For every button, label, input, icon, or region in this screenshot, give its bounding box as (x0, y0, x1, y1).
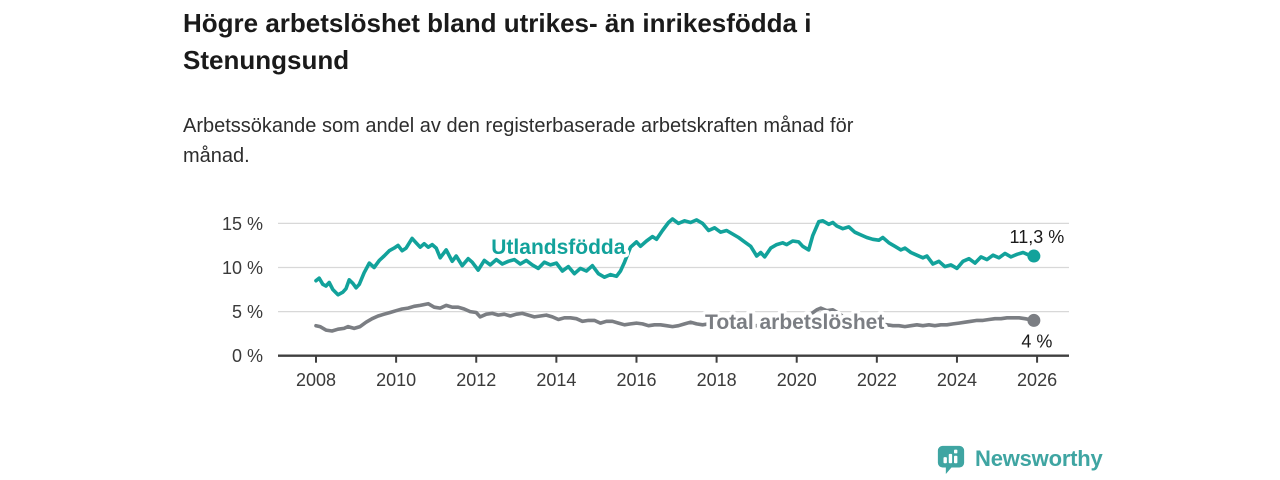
title-line-2: Stenungsund (183, 45, 350, 75)
subtitle-line-2: månad. (183, 145, 250, 167)
end-dot-utlandsfodda (1027, 249, 1041, 263)
x-tick-label-2022: 2022 (857, 370, 897, 390)
x-tick-label-2010: 2010 (376, 370, 416, 390)
x-tick-label-2008: 2008 (296, 370, 336, 390)
x-tick-label-2012: 2012 (456, 370, 496, 390)
y-tick-label-0: 0 % (232, 346, 263, 366)
y-tick-label-15: 15 % (222, 214, 263, 234)
chart-subtitle: Arbetssökande som andel av den registerb… (183, 111, 853, 171)
x-tick-label-2018: 2018 (697, 370, 737, 390)
series-line-total (314, 301, 1036, 333)
series-line-utlandsfodda (314, 217, 1036, 297)
page-title: Högre arbetslöshet bland utrikes- än inr… (183, 5, 811, 79)
x-tick-label-2014: 2014 (536, 370, 576, 390)
newsworthy-logo-icon (937, 445, 965, 474)
title-line-1: Högre arbetslöshet bland utrikes- än inr… (183, 8, 812, 38)
end-value-label-utlandsfodda: 11,3 % (1010, 227, 1065, 247)
x-tick-label-2024: 2024 (937, 370, 977, 390)
x-tick-label-2026: 2026 (1017, 370, 1057, 390)
subtitle-line-1: Arbetssökande som andel av den registerb… (183, 115, 854, 137)
newsworthy-brand: Newsworthy (936, 444, 1103, 474)
series-label-utlandsfodda: Utlandsfödda (491, 236, 625, 259)
x-tick-label-2016: 2016 (616, 370, 656, 390)
end-dot-total (1027, 313, 1041, 327)
series-label-total: Total arbetslöshet (705, 311, 884, 334)
x-tick-label-2020: 2020 (777, 370, 817, 390)
y-tick-label-5: 5 % (232, 302, 263, 322)
newsworthy-wordmark: Newsworthy (975, 446, 1103, 471)
y-tick-label-10: 10 % (222, 258, 263, 278)
end-value-label-total: 4 % (1021, 331, 1052, 351)
